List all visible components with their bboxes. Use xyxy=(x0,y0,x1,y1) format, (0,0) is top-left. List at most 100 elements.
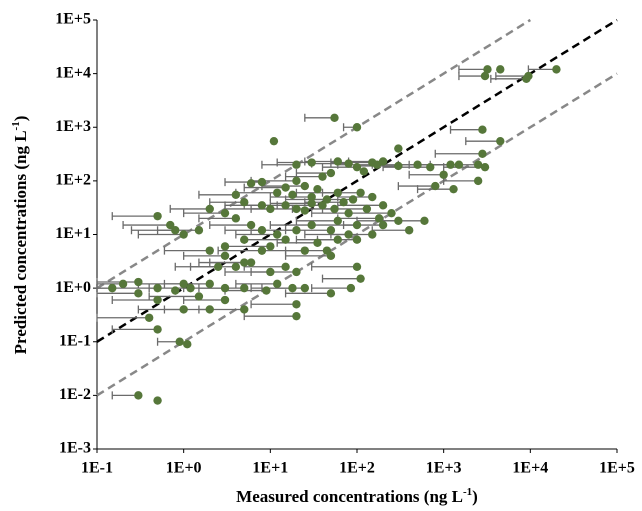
x-tick-label: 1E+3 xyxy=(426,460,462,477)
data-point xyxy=(266,242,275,251)
data-point xyxy=(307,192,316,202)
y-tick-label: 1E-1 xyxy=(59,332,91,349)
data-point xyxy=(368,230,377,239)
data-point xyxy=(257,246,267,255)
data-point xyxy=(220,251,230,261)
data-point xyxy=(359,167,369,176)
data-point xyxy=(326,226,336,235)
data-point xyxy=(307,220,316,230)
data-point xyxy=(257,177,267,187)
data-point xyxy=(153,283,162,293)
data-point xyxy=(330,204,339,214)
error-bar xyxy=(284,172,323,181)
data-point xyxy=(318,172,327,181)
data-point xyxy=(171,226,180,235)
data-point xyxy=(240,305,249,314)
data-point xyxy=(108,283,117,293)
data-point xyxy=(339,198,348,207)
y-tick-label: 1E+4 xyxy=(55,64,91,81)
data-point xyxy=(300,181,310,191)
data-point xyxy=(348,195,358,204)
data-point xyxy=(281,201,290,210)
error-bar xyxy=(111,296,158,305)
data-point xyxy=(179,305,188,314)
data-point xyxy=(318,201,327,210)
y-title-sup: -1 xyxy=(10,121,22,130)
error-bar xyxy=(311,209,349,218)
error-bar xyxy=(217,246,262,255)
reference-line xyxy=(96,18,531,290)
data-point xyxy=(552,65,561,74)
error-bar xyxy=(311,284,351,293)
data-point xyxy=(449,184,458,194)
data-point xyxy=(171,286,180,295)
error-bar xyxy=(183,251,226,260)
data-point xyxy=(262,286,271,295)
data-point xyxy=(257,226,267,235)
data-point xyxy=(144,313,154,322)
error-bar xyxy=(137,230,184,239)
data-point xyxy=(186,283,195,293)
data-point xyxy=(153,396,162,405)
error-bar xyxy=(458,65,488,74)
error-bar xyxy=(250,300,297,309)
data-point xyxy=(333,235,342,244)
error-bar xyxy=(311,159,349,168)
data-point xyxy=(292,204,301,214)
error-bar xyxy=(408,170,444,179)
y-title-end: ) xyxy=(11,116,30,122)
y-tick-label: 1E+3 xyxy=(55,118,91,135)
error-bar xyxy=(449,125,483,134)
data-point xyxy=(326,251,336,261)
data-point xyxy=(269,136,279,146)
error-bar xyxy=(465,137,501,146)
data-point xyxy=(346,283,356,293)
data-point xyxy=(213,262,223,271)
data-point xyxy=(404,226,414,235)
error-bar xyxy=(269,199,312,208)
data-point xyxy=(220,242,230,251)
error-bar xyxy=(209,221,252,230)
data-point xyxy=(378,157,388,166)
x-tick-label: 1E+0 xyxy=(166,460,202,477)
x-tick-label: 1E+1 xyxy=(252,460,288,477)
data-point xyxy=(426,162,435,172)
data-point xyxy=(454,160,464,169)
data-point xyxy=(300,206,310,215)
data-point xyxy=(344,208,353,218)
data-point xyxy=(281,235,290,244)
y-axis-title: Predicted concentrations (ng L-1) xyxy=(10,116,30,355)
x-tick-label: 1E-1 xyxy=(81,460,113,477)
data-point xyxy=(446,160,455,169)
data-point xyxy=(313,184,322,194)
error-bar xyxy=(269,221,312,230)
data-point xyxy=(246,179,256,188)
error-bar xyxy=(235,230,278,239)
data-point xyxy=(134,391,143,400)
error-bar xyxy=(434,149,483,158)
data-point xyxy=(288,190,297,199)
data-point xyxy=(166,220,175,230)
data-point xyxy=(394,144,403,153)
data-point xyxy=(333,188,342,197)
error-bar xyxy=(458,72,486,81)
error-bar xyxy=(321,274,361,283)
error-bar xyxy=(189,262,236,271)
data-point xyxy=(478,149,487,158)
x-tick-label: 1E+4 xyxy=(512,460,548,477)
error-bar xyxy=(169,204,210,213)
data-point xyxy=(281,183,290,192)
y-tick-label: 1E+2 xyxy=(55,172,91,189)
data-point xyxy=(194,292,204,301)
data-point xyxy=(496,136,505,146)
error-bar xyxy=(311,262,357,271)
data-point xyxy=(344,159,353,168)
data-point xyxy=(153,325,162,334)
data-point xyxy=(330,113,339,123)
data-point xyxy=(473,176,483,186)
data-point xyxy=(480,71,490,81)
data-point xyxy=(439,170,448,179)
data-point xyxy=(368,192,377,202)
error-bar xyxy=(284,251,331,260)
data-point xyxy=(420,216,429,226)
